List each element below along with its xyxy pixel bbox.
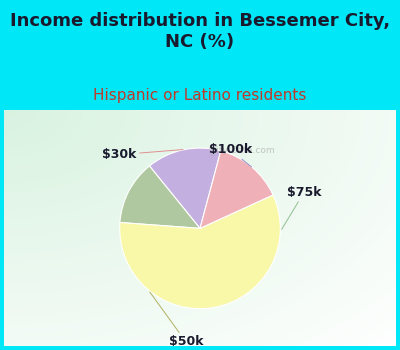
Text: City-Data.com: City-Data.com [210,146,275,155]
Text: $100k: $100k [209,144,252,167]
Text: Income distribution in Bessemer City,
NC (%): Income distribution in Bessemer City, NC… [10,12,390,51]
Text: $50k: $50k [150,292,203,348]
Wedge shape [150,148,221,229]
Text: ⓘ: ⓘ [209,145,215,155]
Text: $75k: $75k [282,186,321,229]
Text: Hispanic or Latino residents: Hispanic or Latino residents [93,88,307,103]
Text: $30k: $30k [102,148,183,161]
Wedge shape [120,166,200,229]
Wedge shape [200,151,273,229]
Wedge shape [120,195,280,309]
